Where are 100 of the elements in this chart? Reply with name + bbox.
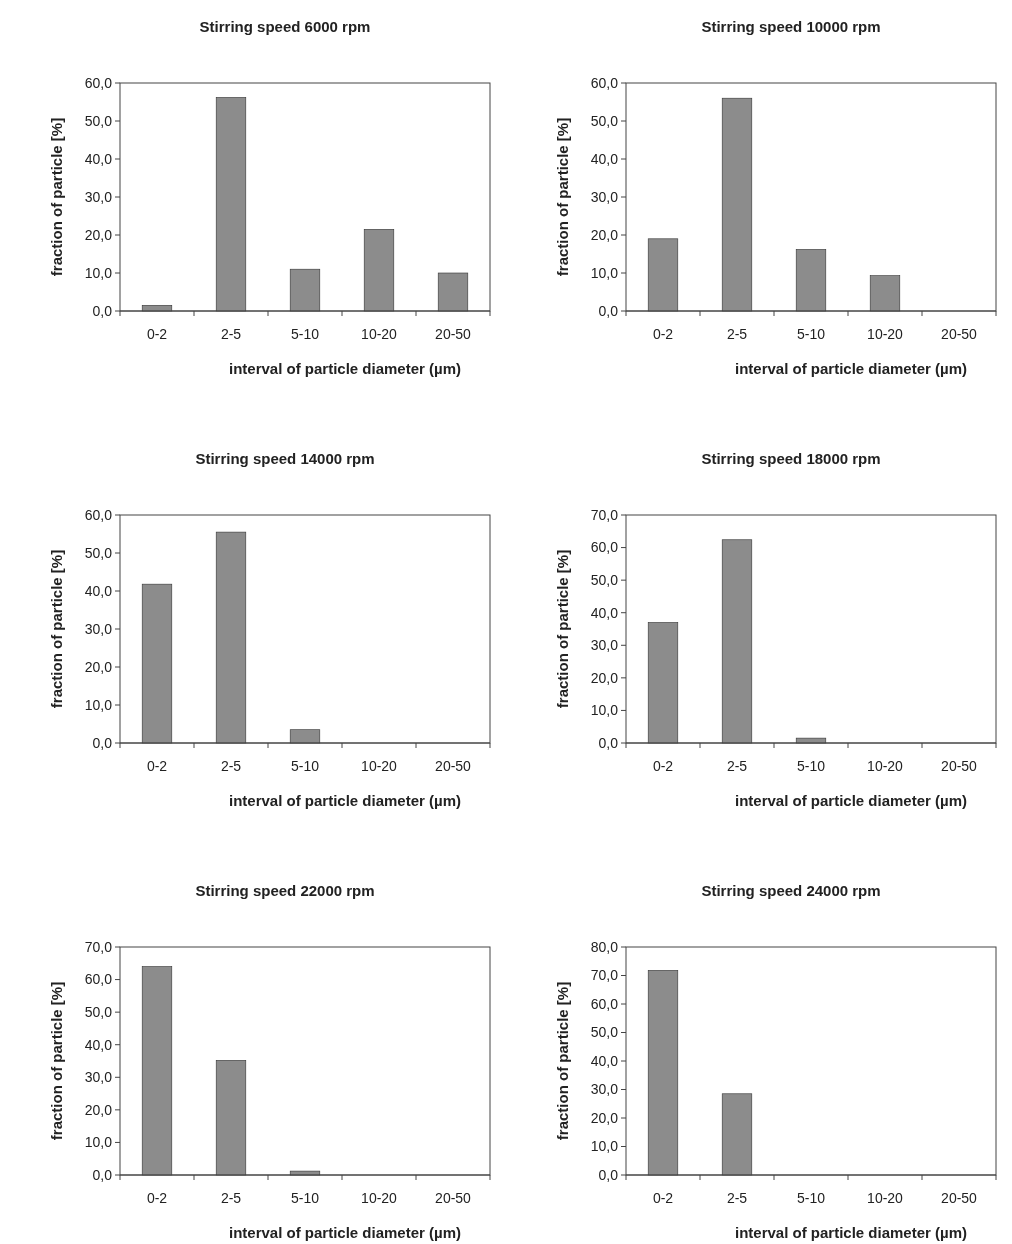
bar xyxy=(289,729,321,744)
y-tick-label: 30,0 xyxy=(590,637,619,654)
y-tick-label: 0,0 xyxy=(92,1166,113,1183)
bar xyxy=(363,229,395,312)
x-tick-label: 20-50 xyxy=(941,758,978,774)
x-tick-label: 10-20 xyxy=(867,758,904,774)
y-tick-label: 40,0 xyxy=(590,1052,619,1069)
y-tick-label: 10,0 xyxy=(84,264,113,281)
y-tick-label: 10,0 xyxy=(590,702,619,719)
y-tick-label: 50,0 xyxy=(84,112,113,129)
bar xyxy=(795,737,827,744)
y-tick-label: 0,0 xyxy=(92,734,113,751)
x-axis-title: interval of particle diameter (µm) xyxy=(734,360,968,377)
x-tick-label: 5-10 xyxy=(290,758,320,774)
chart-title: Stirring speed 6000 rpm xyxy=(199,18,371,35)
y-tick-label: 30,0 xyxy=(84,620,113,637)
chart-title: Stirring speed 14000 rpm xyxy=(195,450,375,467)
y-tick-label: 50,0 xyxy=(84,1004,113,1021)
y-tick-label: 60,0 xyxy=(590,995,619,1012)
bar xyxy=(869,275,901,312)
x-tick-label: 2-5 xyxy=(726,1190,748,1206)
x-tick-label: 2-5 xyxy=(220,326,242,342)
y-axis-title: fraction of particle [%] xyxy=(554,549,571,709)
x-tick-label: 5-10 xyxy=(796,758,826,774)
bar xyxy=(141,583,173,744)
x-tick-label: 5-10 xyxy=(290,326,320,342)
bar xyxy=(721,539,753,744)
x-tick-label: 10-20 xyxy=(361,1190,398,1206)
y-tick-label: 30,0 xyxy=(84,1069,113,1086)
x-axis-title: interval of particle diameter (µm) xyxy=(228,1224,462,1241)
y-tick-label: 0,0 xyxy=(92,302,113,319)
y-tick-label: 20,0 xyxy=(84,226,113,243)
x-tick-label: 2-5 xyxy=(220,1190,242,1206)
y-tick-label: 0,0 xyxy=(598,302,619,319)
y-tick-label: 40,0 xyxy=(84,1036,113,1053)
y-tick-label: 70,0 xyxy=(590,967,619,984)
y-tick-label: 30,0 xyxy=(590,188,619,205)
bar xyxy=(215,1060,247,1176)
y-tick-label: 70,0 xyxy=(590,506,619,523)
bar xyxy=(289,268,321,312)
y-axis-title: fraction of particle [%] xyxy=(48,117,65,277)
x-tick-label: 20-50 xyxy=(941,1190,978,1206)
y-tick-label: 50,0 xyxy=(590,112,619,129)
x-tick-label: 0-2 xyxy=(146,326,168,342)
y-tick-label: 10,0 xyxy=(84,696,113,713)
y-tick-label: 60,0 xyxy=(590,74,619,91)
x-tick-label: 2-5 xyxy=(726,326,748,342)
x-tick-label: 10-20 xyxy=(867,1190,904,1206)
x-axis-title: interval of particle diameter (µm) xyxy=(734,1224,968,1241)
y-tick-label: 20,0 xyxy=(84,658,113,675)
y-tick-label: 10,0 xyxy=(590,1138,619,1155)
bar xyxy=(215,531,247,744)
x-axis-title: interval of particle diameter (µm) xyxy=(734,792,968,809)
y-tick-label: 40,0 xyxy=(590,150,619,167)
x-axis-title: interval of particle diameter (µm) xyxy=(228,792,462,809)
y-tick-label: 30,0 xyxy=(590,1081,619,1098)
y-tick-label: 60,0 xyxy=(84,971,113,988)
y-tick-label: 10,0 xyxy=(84,1134,113,1151)
bar xyxy=(437,272,469,312)
chart-title: Stirring speed 24000 rpm xyxy=(701,882,881,899)
y-tick-label: 60,0 xyxy=(84,74,113,91)
y-tick-label: 30,0 xyxy=(84,188,113,205)
y-axis-title: fraction of particle [%] xyxy=(48,981,65,1141)
chart-title: Stirring speed 18000 rpm xyxy=(701,450,881,467)
y-tick-label: 70,0 xyxy=(84,938,113,955)
x-tick-label: 5-10 xyxy=(796,326,826,342)
y-tick-label: 40,0 xyxy=(84,582,113,599)
x-tick-label: 0-2 xyxy=(146,1190,168,1206)
x-tick-label: 0-2 xyxy=(652,326,674,342)
x-tick-label: 0-2 xyxy=(146,758,168,774)
x-tick-label: 10-20 xyxy=(867,326,904,342)
bar xyxy=(647,238,679,312)
x-tick-label: 2-5 xyxy=(726,758,748,774)
bar xyxy=(647,622,679,744)
bar xyxy=(215,97,247,312)
x-tick-label: 5-10 xyxy=(796,1190,826,1206)
y-axis-title: fraction of particle [%] xyxy=(554,981,571,1141)
bar xyxy=(141,966,173,1176)
y-tick-label: 20,0 xyxy=(590,669,619,686)
x-tick-label: 20-50 xyxy=(435,758,472,774)
y-tick-label: 40,0 xyxy=(590,604,619,621)
y-tick-label: 50,0 xyxy=(590,1024,619,1041)
x-tick-label: 10-20 xyxy=(361,758,398,774)
y-axis-title: fraction of particle [%] xyxy=(554,117,571,277)
y-tick-label: 60,0 xyxy=(84,506,113,523)
y-tick-label: 10,0 xyxy=(590,264,619,281)
y-tick-label: 20,0 xyxy=(84,1101,113,1118)
x-tick-label: 10-20 xyxy=(361,326,398,342)
bar xyxy=(795,249,827,312)
x-tick-label: 5-10 xyxy=(290,1190,320,1206)
y-tick-label: 60,0 xyxy=(590,539,619,556)
x-tick-label: 20-50 xyxy=(435,1190,472,1206)
x-tick-label: 0-2 xyxy=(652,758,674,774)
y-tick-label: 20,0 xyxy=(590,1109,619,1126)
x-tick-label: 0-2 xyxy=(652,1190,674,1206)
y-tick-label: 20,0 xyxy=(590,226,619,243)
x-tick-label: 20-50 xyxy=(941,326,978,342)
y-tick-label: 50,0 xyxy=(590,572,619,589)
y-axis-title: fraction of particle [%] xyxy=(48,549,65,709)
bar xyxy=(721,97,753,312)
